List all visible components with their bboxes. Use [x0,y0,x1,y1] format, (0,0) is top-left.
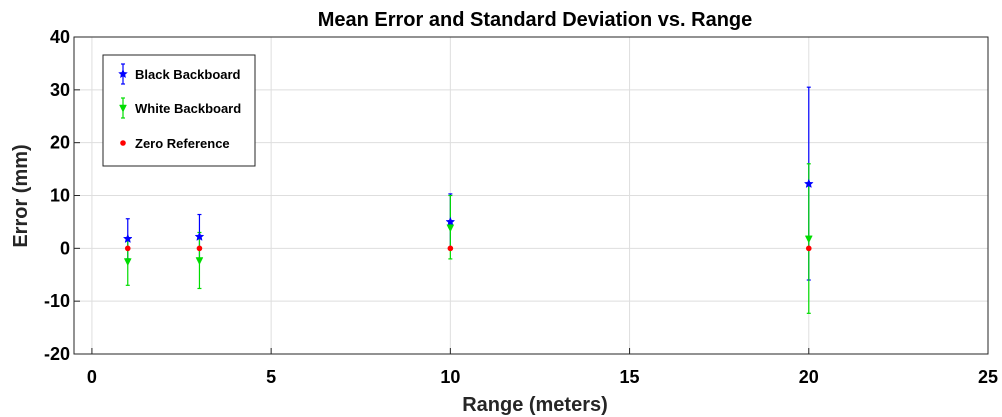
legend-item: Zero Reference [120,136,230,151]
markers-black-backboard [122,178,814,244]
y-tick-label: 20 [50,133,70,153]
legend-label: Zero Reference [135,136,230,151]
legend-item: Black Backboard [118,63,241,85]
legend-item: White Backboard [119,97,241,119]
y-tick-label: 0 [60,238,70,258]
x-axis-label: Range (meters) [462,394,608,416]
data-point [195,257,204,266]
data-point [124,245,131,252]
x-tick-label: 25 [978,367,998,387]
plot-frame [73,36,989,355]
markers-white-backboard [123,224,813,267]
x-tick-label: 20 [799,367,819,387]
tick-labels: 0 5 10 15 20 25 -20 -10 0 10 20 30 40 [44,27,998,387]
data-point [447,245,454,252]
data-point [123,258,132,267]
legend-marker [119,104,127,113]
legend-label: White Backboard [135,101,241,116]
legend-box [102,54,256,167]
legend-marker [120,140,126,146]
data-point [805,245,812,252]
data-point [803,178,814,189]
legend: Black Backboard White Backboard Zero Refer… [102,54,256,167]
y-tick-label: -10 [44,291,70,311]
data-point [122,233,133,244]
y-tick-label: -20 [44,344,70,364]
series-white-backboard [125,163,811,314]
x-tick-label: 10 [440,367,460,387]
legend-marker [118,68,128,79]
x-tick-label: 5 [266,367,276,387]
x-tick-label: 0 [87,367,97,387]
y-tick-label: 40 [50,27,70,47]
markers-zero-reference [124,245,812,252]
y-tick-label: 30 [50,80,70,100]
data-point [194,231,205,241]
legend-label: Black Backboard [135,67,241,82]
x-tick-label: 15 [620,367,640,387]
series-layer [122,86,814,314]
y-axis-label: Error (mm) [10,144,32,247]
chart-title: Mean Error and Standard Deviation vs. Ra… [318,9,753,31]
data-point [804,235,813,244]
legend-items: Black Backboard White Backboard Zero Refer… [118,63,241,151]
data-point [445,216,456,227]
data-point [446,224,455,233]
data-point [196,245,203,252]
y-tick-label: 10 [50,186,70,206]
